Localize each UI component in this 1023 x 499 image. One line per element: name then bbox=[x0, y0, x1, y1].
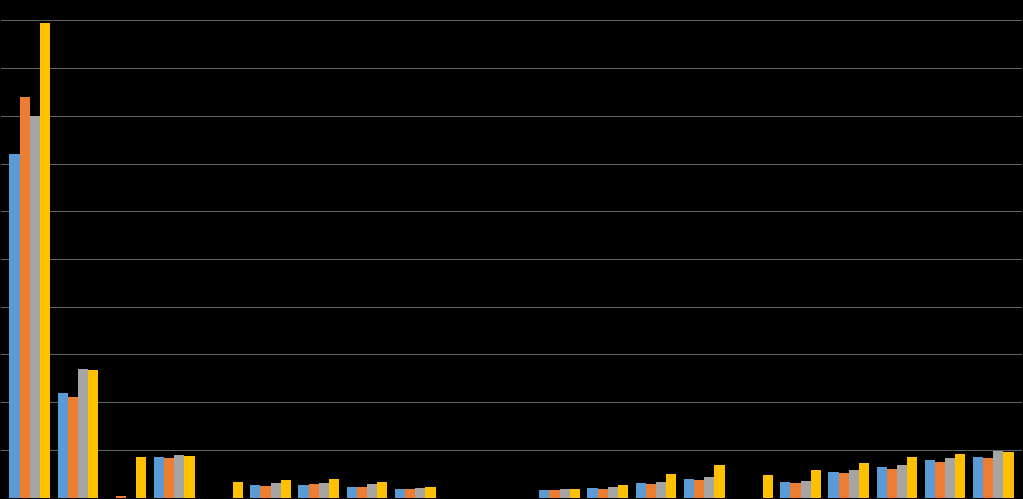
Bar bbox=[357, 487, 367, 498]
Bar bbox=[811, 470, 821, 498]
Bar bbox=[299, 485, 309, 498]
Bar bbox=[136, 457, 146, 498]
Bar bbox=[887, 469, 897, 498]
Bar bbox=[251, 485, 261, 498]
Bar bbox=[618, 485, 628, 498]
Bar bbox=[993, 451, 1004, 498]
Bar bbox=[329, 480, 340, 498]
Bar bbox=[656, 483, 666, 498]
Bar bbox=[781, 483, 791, 498]
Bar bbox=[68, 397, 78, 498]
Bar bbox=[174, 455, 184, 498]
Bar bbox=[646, 484, 656, 498]
Bar bbox=[762, 475, 772, 498]
Bar bbox=[19, 97, 30, 498]
Bar bbox=[405, 489, 415, 498]
Bar bbox=[1004, 452, 1014, 498]
Bar bbox=[570, 489, 580, 498]
Bar bbox=[153, 457, 164, 498]
Bar bbox=[57, 393, 68, 498]
Bar bbox=[395, 489, 405, 498]
Bar bbox=[955, 454, 966, 498]
Bar bbox=[539, 490, 549, 498]
Bar bbox=[694, 480, 704, 498]
Bar bbox=[683, 479, 694, 498]
Bar bbox=[367, 484, 377, 498]
Bar bbox=[560, 489, 570, 498]
Bar bbox=[801, 481, 811, 498]
Bar bbox=[839, 473, 849, 498]
Bar bbox=[347, 487, 357, 498]
Bar bbox=[849, 471, 859, 498]
Bar bbox=[116, 496, 126, 498]
Bar bbox=[704, 477, 714, 498]
Bar bbox=[30, 116, 40, 498]
Bar bbox=[377, 482, 388, 498]
Bar bbox=[261, 486, 271, 498]
Bar bbox=[309, 484, 319, 498]
Bar bbox=[426, 487, 436, 498]
Bar bbox=[9, 154, 19, 498]
Bar bbox=[973, 457, 983, 498]
Bar bbox=[184, 456, 194, 498]
Bar bbox=[88, 370, 98, 498]
Bar bbox=[232, 483, 242, 498]
Bar bbox=[319, 483, 329, 498]
Bar bbox=[597, 489, 608, 498]
Bar bbox=[791, 483, 801, 498]
Bar bbox=[925, 461, 935, 498]
Bar bbox=[935, 462, 945, 498]
Bar bbox=[281, 481, 291, 498]
Bar bbox=[549, 491, 560, 498]
Bar bbox=[164, 458, 174, 498]
Bar bbox=[78, 369, 88, 498]
Bar bbox=[897, 465, 907, 498]
Bar bbox=[907, 457, 918, 498]
Bar bbox=[608, 487, 618, 498]
Bar bbox=[666, 474, 676, 498]
Bar bbox=[40, 23, 50, 498]
Bar bbox=[829, 472, 839, 498]
Bar bbox=[635, 484, 646, 498]
Bar bbox=[983, 458, 993, 498]
Bar bbox=[859, 463, 870, 498]
Bar bbox=[945, 458, 955, 498]
Bar bbox=[877, 467, 887, 498]
Bar bbox=[714, 465, 724, 498]
Bar bbox=[587, 488, 597, 498]
Bar bbox=[271, 484, 281, 498]
Bar bbox=[415, 488, 426, 498]
